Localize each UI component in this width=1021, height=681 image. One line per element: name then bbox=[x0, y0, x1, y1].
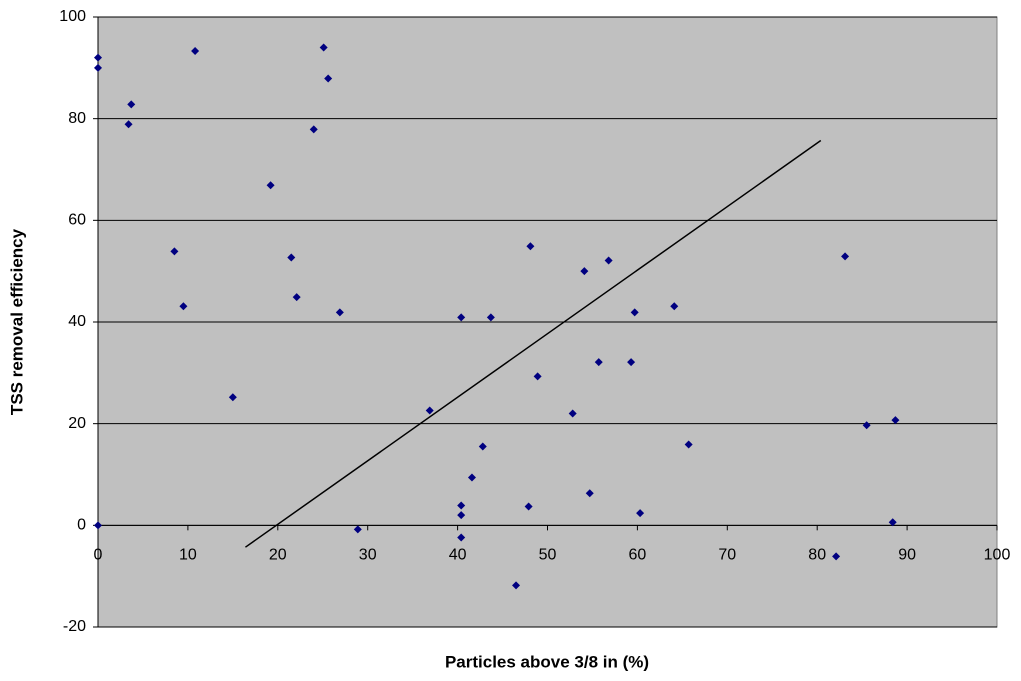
y-tick-label: 20 bbox=[68, 415, 86, 432]
y-tick-label: 100 bbox=[59, 8, 86, 25]
point bbox=[512, 581, 521, 590]
point bbox=[170, 247, 179, 256]
point bbox=[319, 43, 328, 52]
point bbox=[457, 533, 466, 542]
point bbox=[179, 302, 188, 311]
point bbox=[604, 256, 613, 265]
point bbox=[670, 302, 679, 311]
point bbox=[457, 501, 466, 510]
point bbox=[324, 74, 333, 83]
point bbox=[467, 473, 476, 482]
point bbox=[636, 509, 645, 518]
point bbox=[94, 521, 102, 530]
y-tick-label: 40 bbox=[68, 313, 86, 330]
x-tick-label: 10 bbox=[179, 547, 197, 564]
point bbox=[292, 293, 301, 302]
point bbox=[533, 372, 542, 381]
point bbox=[841, 252, 850, 261]
x-axis-title: Particles above 3/8 in (%) bbox=[445, 652, 649, 671]
point bbox=[585, 489, 594, 498]
point bbox=[684, 440, 693, 449]
point bbox=[478, 442, 487, 451]
x-tick-label: 90 bbox=[898, 547, 916, 564]
x-tick-label: 40 bbox=[449, 547, 467, 564]
trendline bbox=[245, 139, 822, 548]
point bbox=[524, 502, 533, 511]
x-tick-label: 50 bbox=[539, 547, 557, 564]
point bbox=[594, 358, 603, 367]
point bbox=[335, 308, 344, 317]
point bbox=[127, 100, 136, 109]
x-tick-label: 0 bbox=[94, 547, 103, 564]
point bbox=[457, 313, 466, 322]
point bbox=[568, 409, 577, 418]
y-tick-label: 60 bbox=[68, 212, 86, 229]
y-tick-label: 0 bbox=[77, 517, 86, 534]
point bbox=[526, 242, 535, 251]
x-tick-label: 20 bbox=[269, 547, 287, 564]
point bbox=[191, 47, 200, 56]
x-tick-label: 70 bbox=[718, 547, 736, 564]
point bbox=[287, 253, 296, 262]
point bbox=[457, 511, 466, 520]
y-tick-label: 80 bbox=[68, 110, 86, 127]
point bbox=[124, 120, 133, 129]
y-axis-title: TSS removal efficiency bbox=[7, 228, 26, 415]
x-tick-label: 30 bbox=[359, 547, 377, 564]
x-tick-label: 80 bbox=[808, 547, 826, 564]
point bbox=[353, 525, 362, 534]
point bbox=[425, 406, 434, 415]
x-tick-label: 100 bbox=[984, 547, 1011, 564]
point bbox=[627, 358, 636, 367]
point bbox=[486, 313, 495, 322]
point bbox=[228, 393, 237, 402]
point bbox=[630, 308, 639, 317]
point bbox=[832, 552, 841, 561]
point bbox=[580, 267, 589, 276]
point bbox=[266, 181, 275, 190]
point bbox=[94, 53, 102, 62]
x-tick-label: 60 bbox=[629, 547, 647, 564]
point bbox=[309, 125, 318, 134]
point bbox=[862, 421, 871, 430]
point bbox=[891, 416, 900, 425]
point bbox=[888, 518, 897, 527]
y-tick-label: -20 bbox=[63, 618, 86, 635]
point bbox=[94, 63, 102, 72]
